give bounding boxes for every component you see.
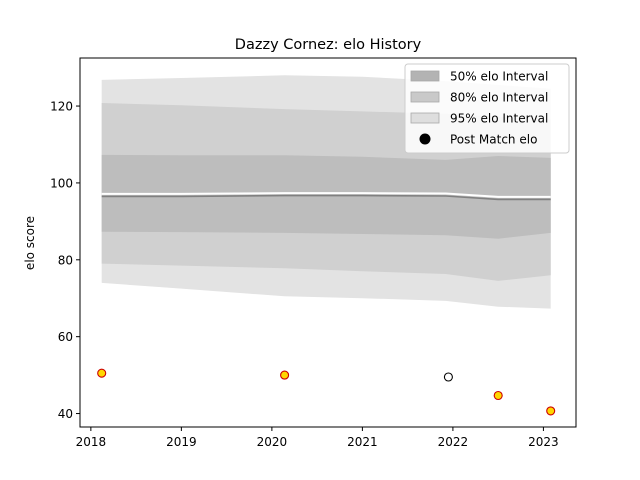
legend-swatch-1: [410, 70, 440, 82]
legend-label-4: Post Match elo: [450, 133, 537, 147]
axes-frame: [79, 57, 577, 428]
legend-swatch-3: [410, 112, 440, 124]
x-tick-label-2020: 2020: [257, 435, 288, 449]
mean-elo-line: [101, 194, 551, 201]
x-tick-label-2021: 2021: [347, 435, 378, 449]
post-match-point-1: [97, 368, 107, 378]
y-tick-label-40: 40: [58, 407, 73, 421]
y-tick-label-80: 80: [58, 253, 73, 267]
legend-marker-4: [419, 133, 431, 145]
band-50-interval: [101, 154, 551, 239]
y-tick-label-120: 120: [50, 100, 73, 114]
legend-box: [404, 63, 570, 154]
x-axis: 2018 2019 2020 2021 2022 2023: [76, 427, 559, 449]
legend-label-1: 50% elo Interval: [450, 70, 548, 84]
legend-label-2: 80% elo Interval: [450, 91, 548, 105]
y-axis-label: elo score: [23, 216, 37, 270]
legend: 50% elo Interval 80% elo Interval 95% elo …: [404, 63, 570, 154]
legend-swatch-2: [410, 91, 440, 103]
y-tick-label-60: 60: [58, 330, 73, 344]
y-tick-label-100: 100: [50, 176, 73, 190]
post-match-point-5: [546, 406, 556, 416]
x-tick-label-2018: 2018: [76, 435, 107, 449]
mean-highlight-line: [101, 192, 551, 198]
chart-title: Dazzy Cornez: elo History: [235, 37, 422, 53]
x-tick-label-2019: 2019: [166, 435, 197, 449]
x-tick-label-2023: 2023: [528, 435, 559, 449]
post-match-point-4: [493, 390, 503, 401]
legend-label-3: 95% elo Interval: [450, 112, 548, 126]
post-match-point-2: [280, 370, 290, 380]
x-tick-label-2022: 2022: [438, 435, 469, 449]
y-axis: 40 60 80 100 120: [50, 100, 80, 421]
post-match-point-3: [443, 372, 453, 382]
